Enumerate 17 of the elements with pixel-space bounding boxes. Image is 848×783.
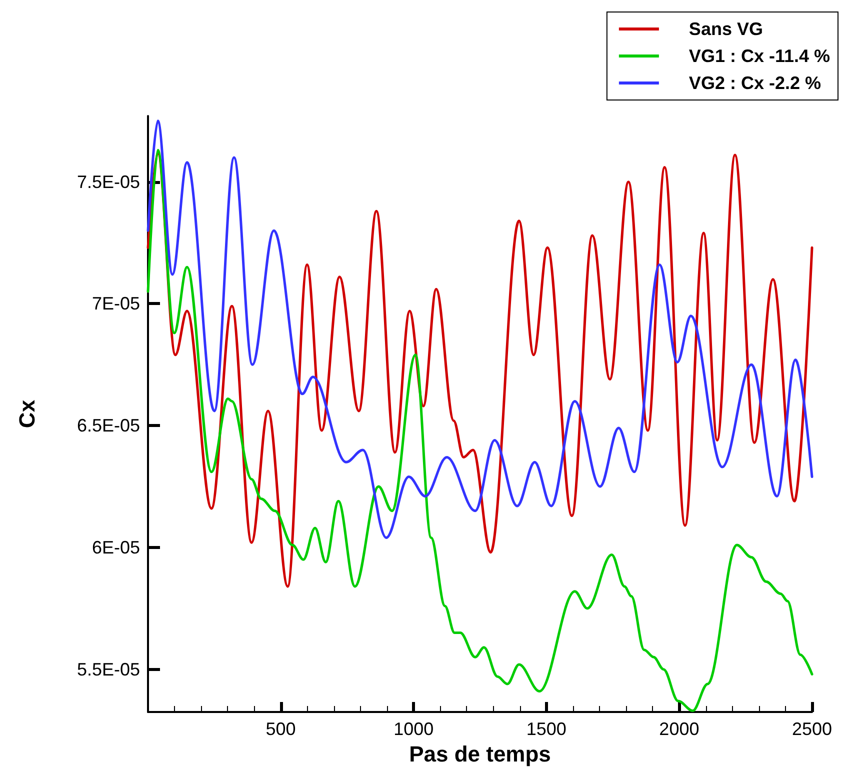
y-tick-label: 5.5E-05 (76, 659, 140, 680)
y-tick-label: 7E-05 (92, 294, 140, 314)
x-tick-label: 2500 (792, 719, 832, 739)
legend-label: VG1 : Cx -11.4 % (688, 46, 830, 66)
y-tick-label: 7.5E-05 (76, 172, 140, 192)
line-series (146, 151, 814, 588)
x-axis-title: Pas de temps (409, 741, 551, 766)
x-tick-label: 1500 (526, 719, 566, 739)
x-tick-label: 2000 (659, 719, 700, 739)
legend-label: Sans VG (688, 19, 763, 39)
y-axis-title: Cx (14, 399, 40, 428)
legend-label: VG2 : Cx -2.2 % (688, 73, 821, 93)
line-series (146, 120, 814, 539)
y-tick-label: 6.5E-05 (76, 416, 140, 436)
x-tick-label: 500 (266, 719, 296, 739)
y-tick-label: 6E-05 (92, 537, 140, 558)
x-tick-label: 1000 (394, 719, 434, 739)
